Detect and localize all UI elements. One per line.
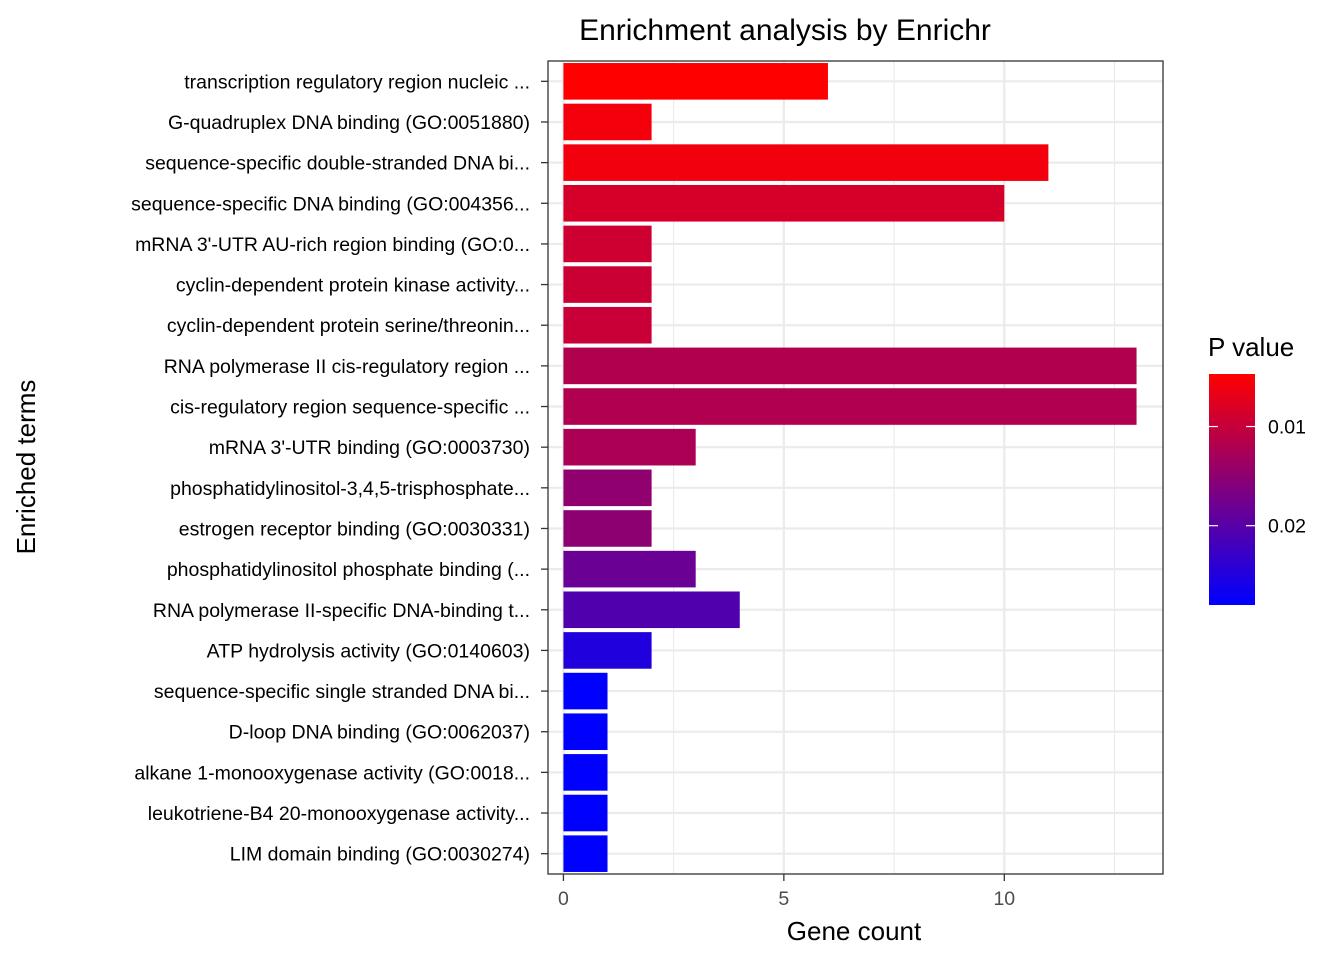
bar <box>563 550 696 588</box>
y-tick-label: cis-regulatory region sequence-specific … <box>170 397 530 419</box>
y-tick-label: mRNA 3'-UTR AU-rich region binding (GO:0… <box>135 234 530 256</box>
legend-ticks: 0.01 0.02 <box>1209 417 1306 538</box>
x-axis: 0 5 10 <box>558 874 1015 910</box>
bar <box>563 632 652 669</box>
bar <box>563 225 652 263</box>
bar <box>563 428 696 466</box>
y-tick-label: LIM domain binding (GO:0030274) <box>230 844 530 866</box>
bar-layer <box>563 63 1137 872</box>
y-tick-label: phosphatidylinositol-3,4,5-trisphosphate… <box>170 478 530 500</box>
bar <box>563 835 608 872</box>
bar <box>563 510 652 547</box>
legend-colorbar <box>1209 374 1255 605</box>
y-tick-label: ATP hydrolysis activity (GO:0140603) <box>207 640 530 662</box>
bar <box>563 388 1137 425</box>
y-tick-label: cyclin-dependent protein serine/threonin… <box>167 315 530 337</box>
bar <box>563 794 608 832</box>
y-tick-label: sequence-specific single stranded DNA bi… <box>154 681 530 703</box>
y-tick-label: sequence-specific DNA binding (GO:004356… <box>131 193 530 215</box>
bar <box>563 184 1005 222</box>
y-tick-label: mRNA 3'-UTR binding (GO:0003730) <box>209 437 530 459</box>
x-tick-label: 10 <box>993 888 1015 910</box>
y-tick-label: leukotriene-B4 20-monooxygenase activity… <box>148 803 530 825</box>
y-axis-title: Enriched terms <box>11 380 41 555</box>
grid-layer <box>548 61 1163 874</box>
bar <box>563 347 1137 385</box>
bar <box>563 306 652 344</box>
bar <box>563 266 652 303</box>
y-tick-label: estrogen receptor binding (GO:0030331) <box>179 518 530 540</box>
y-tick-label: D-loop DNA binding (GO:0062037) <box>229 722 530 744</box>
y-tick-label: alkane 1-monooxygenase activity (GO:0018… <box>134 762 530 784</box>
legend-tick-label: 0.01 <box>1268 417 1306 439</box>
chart-title: Enrichment analysis by Enrichr <box>579 14 991 47</box>
y-tick-label: cyclin-dependent protein kinase activity… <box>176 275 530 297</box>
y-tick-label: sequence-specific double-stranded DNA bi… <box>145 153 530 175</box>
bar <box>563 103 652 141</box>
bar <box>563 754 608 791</box>
y-tick-label: phosphatidylinositol phosphate binding (… <box>167 559 530 581</box>
bar <box>563 469 652 507</box>
bar <box>563 591 740 629</box>
bar <box>563 713 608 751</box>
y-axis: transcription regulatory region nucleic … <box>131 71 548 866</box>
legend: P value 0.01 0.02 <box>1208 332 1306 605</box>
x-axis-title: Gene count <box>787 916 922 946</box>
y-tick-label: RNA polymerase II cis-regulatory region … <box>164 356 530 378</box>
x-tick-label: 5 <box>778 888 789 910</box>
bar <box>563 63 828 100</box>
y-tick-label: RNA polymerase II-specific DNA-binding t… <box>153 600 530 622</box>
y-tick-label: G-quadruplex DNA binding (GO:0051880) <box>168 112 530 134</box>
legend-tick-label: 0.02 <box>1268 516 1306 538</box>
y-tick-label: transcription regulatory region nucleic … <box>184 71 530 93</box>
bar <box>563 672 608 710</box>
x-tick-label: 0 <box>558 888 569 910</box>
bar <box>563 144 1049 181</box>
legend-title: P value <box>1208 332 1294 362</box>
panel-border <box>547 60 1164 875</box>
